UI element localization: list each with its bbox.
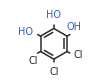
Text: Cl: Cl: [49, 67, 59, 77]
Text: Cl: Cl: [74, 50, 83, 60]
Text: HO: HO: [46, 10, 61, 20]
Text: OH: OH: [67, 22, 82, 32]
Text: HO: HO: [18, 27, 33, 37]
Text: Cl: Cl: [29, 56, 38, 66]
